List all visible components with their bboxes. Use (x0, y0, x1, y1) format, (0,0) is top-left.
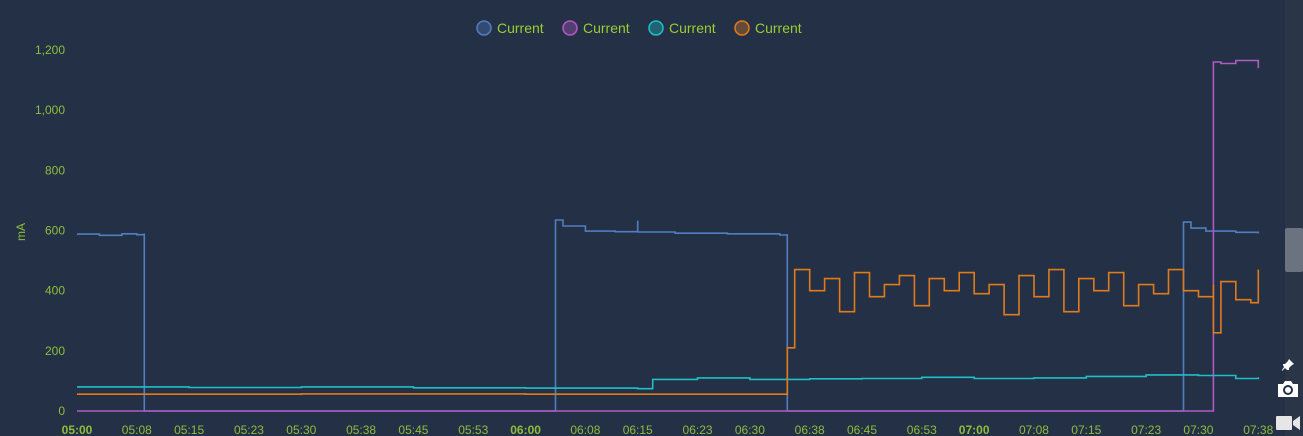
x-tick-label: 07:23 (1131, 423, 1161, 436)
y-tick-label: 400 (45, 284, 65, 298)
legend-marker (562, 20, 578, 36)
x-tick-label: 06:45 (847, 423, 877, 436)
series-line-4 (77, 268, 1260, 395)
x-tick-label: 07:00 (959, 423, 990, 436)
x-tick-label: 06:00 (510, 423, 541, 436)
scrollbar-thumb[interactable] (1285, 228, 1303, 272)
x-tick-label: 07:30 (1183, 423, 1213, 436)
y-tick-label: 1,200 (35, 43, 65, 57)
legend-item[interactable]: Current (476, 20, 544, 36)
x-axis: 05:00 05:08 05:15 05:23 05:30 05:38 05:45 05:53… (62, 423, 1274, 436)
series-line-1 (77, 219, 1260, 412)
series-line-3 (77, 374, 1260, 390)
legend-label: Current (583, 20, 630, 36)
y-tick-label: 200 (45, 344, 65, 358)
x-tick-label: 06:23 (683, 423, 713, 436)
camera-icon[interactable] (1272, 376, 1303, 402)
legend-item[interactable]: Current (734, 20, 802, 36)
y-tick-label: 600 (45, 224, 65, 238)
x-tick-label: 05:45 (398, 423, 428, 436)
plot-area (77, 59, 1260, 412)
legend-label: Current (669, 20, 716, 36)
y-axis-label: mA (14, 223, 28, 241)
pin-icon[interactable] (1272, 352, 1303, 378)
legend-item[interactable]: Current (562, 20, 630, 36)
y-axis: 0 200 400 600 800 1,000 1,200 (35, 43, 65, 418)
x-tick-label: 05:08 (122, 423, 152, 436)
x-tick-label: 06:38 (795, 423, 825, 436)
x-tick-label: 05:30 (286, 423, 316, 436)
legend-label: Current (755, 20, 802, 36)
video-icon[interactable] (1272, 410, 1303, 436)
legend-item[interactable]: Current (648, 20, 716, 36)
x-tick-label: 05:15 (174, 423, 204, 436)
y-tick-label: 0 (58, 404, 65, 418)
x-tick-label: 06:15 (623, 423, 653, 436)
x-tick-label: 07:15 (1071, 423, 1101, 436)
x-tick-label: 07:38 (1243, 423, 1273, 436)
legend-marker (476, 20, 492, 36)
y-tick-label: 800 (45, 163, 65, 177)
legend: Current Current Current Current (476, 20, 802, 36)
x-tick-label: 07:08 (1019, 423, 1049, 436)
x-tick-label: 06:30 (735, 423, 765, 436)
legend-marker (648, 20, 664, 36)
x-tick-label: 05:00 (62, 423, 93, 436)
legend-marker (734, 20, 750, 36)
y-tick-label: 1,000 (35, 103, 65, 117)
x-tick-label: 06:53 (907, 423, 937, 436)
x-tick-label: 05:53 (458, 423, 488, 436)
scrollbar-track[interactable] (1285, 0, 1303, 436)
x-tick-label: 06:08 (570, 423, 600, 436)
legend-label: Current (497, 20, 544, 36)
x-tick-label: 05:23 (234, 423, 264, 436)
x-tick-label: 05:38 (346, 423, 376, 436)
series-line-2 (77, 59, 1260, 412)
